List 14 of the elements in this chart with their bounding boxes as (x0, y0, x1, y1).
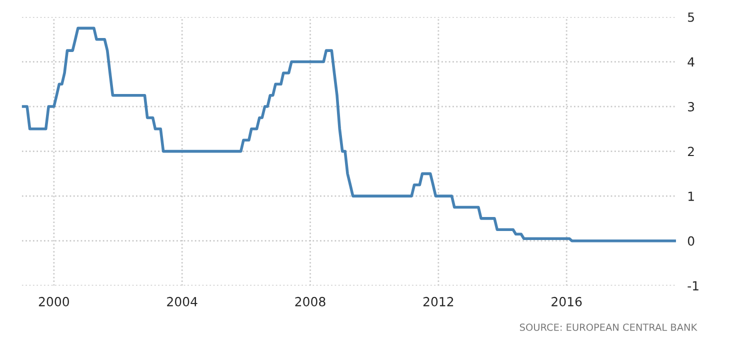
y-tick-label: 1 (688, 192, 694, 201)
y-tick-label: 2 (688, 146, 694, 156)
x-tick-label: 2004 (167, 296, 198, 306)
y-tick-label: 0 (688, 236, 694, 246)
y-tick-label: -1 (688, 281, 698, 290)
y-tick-label: 3 (688, 102, 694, 112)
y-tick-label: 4 (688, 57, 694, 67)
x-tick-label: 2008 (295, 296, 326, 306)
x-tick-label: 2016 (552, 296, 582, 306)
y-tick-label: 5 (688, 12, 694, 22)
source-note: SOURCE: EUROPEAN CENTRAL BANK (520, 324, 698, 331)
x-tick-label: 2000 (38, 296, 69, 306)
line-series (22, 26, 676, 242)
x-tick-label: 2012 (423, 296, 454, 306)
